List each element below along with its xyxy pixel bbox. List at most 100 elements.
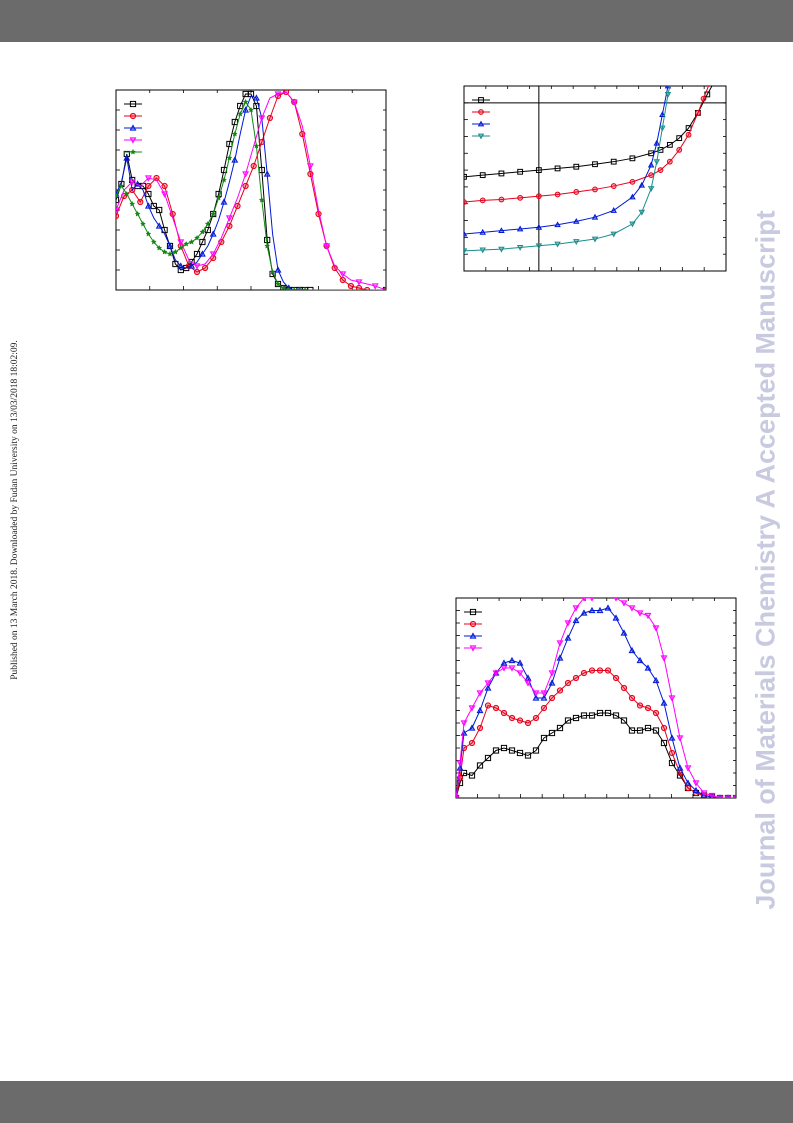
series-1-point — [629, 155, 636, 162]
series-1-line — [116, 93, 386, 290]
series-2-point — [535, 193, 542, 200]
series-4-point — [258, 115, 266, 122]
series-4-point — [692, 780, 700, 787]
series-3-line — [456, 607, 736, 798]
series-4-point — [581, 598, 587, 602]
series-1-line — [464, 86, 713, 178]
legend-4-marker — [129, 137, 137, 144]
series-3-point — [652, 676, 660, 684]
series-3-point — [456, 764, 464, 771]
series-1-point — [580, 712, 588, 719]
series-4-line — [464, 86, 671, 252]
series-2-point — [145, 182, 152, 190]
series-4-point — [516, 245, 524, 251]
series-1-point — [498, 170, 505, 177]
series-4-point — [355, 279, 363, 286]
series-5-point — [253, 142, 260, 149]
series-2-point — [612, 674, 620, 682]
series-3-point — [668, 734, 676, 741]
series-1-point — [517, 168, 524, 175]
series-4-point — [589, 598, 595, 602]
series-5-point — [237, 110, 244, 117]
series-3-point — [498, 227, 505, 234]
legend-3-marker — [469, 632, 477, 639]
series-2-point — [517, 194, 524, 201]
series-1-point — [479, 172, 486, 179]
series-4-point — [306, 163, 314, 170]
series-3-line — [116, 95, 386, 290]
series-2-point — [684, 784, 692, 792]
legend-4-marker — [477, 133, 485, 140]
series-1-point — [193, 250, 201, 258]
series-1-point — [554, 165, 561, 172]
legend-4-marker — [469, 645, 477, 652]
series-2-point — [668, 749, 676, 757]
series-4-point — [128, 179, 136, 186]
series-2-point — [339, 276, 346, 284]
legend-2-marker — [469, 620, 477, 628]
series-3-point — [532, 694, 540, 701]
legend-2-marker — [478, 109, 484, 115]
series-1-point — [604, 709, 612, 717]
series-5-point — [274, 280, 282, 287]
series-4-point — [629, 221, 636, 228]
series-4-point — [676, 735, 684, 742]
series-4-point — [460, 720, 468, 727]
series-3-point — [556, 654, 564, 661]
series-3-point — [516, 225, 524, 232]
footer-bar — [0, 1081, 793, 1123]
series-3-point — [612, 614, 620, 621]
series-5-point — [296, 286, 303, 290]
series-3-point — [610, 207, 617, 213]
series-4-point — [274, 91, 282, 98]
series-1-point — [668, 759, 676, 767]
series-5-point — [247, 106, 255, 113]
series-4-point — [724, 795, 732, 798]
series-3-point — [144, 202, 152, 209]
series-3-point — [554, 221, 561, 228]
series-3-point — [220, 198, 228, 205]
series-3-point — [548, 679, 556, 686]
plot-area — [455, 597, 737, 799]
series-3-point — [263, 170, 271, 177]
series-1-point — [145, 190, 152, 198]
series-3-point — [508, 656, 516, 664]
series-2-point — [484, 702, 492, 709]
series-3-point — [647, 161, 655, 168]
series-4-point — [161, 191, 169, 198]
series-3-point — [580, 609, 588, 616]
series-5-point — [161, 248, 168, 255]
series-2-point — [636, 702, 644, 709]
jv-chart — [463, 85, 727, 272]
series-4-point — [371, 283, 379, 290]
series-4-point — [468, 705, 476, 712]
series-3-point — [516, 659, 524, 666]
series-3-point — [684, 779, 692, 786]
series-1-point — [231, 118, 238, 126]
series-4-line — [116, 91, 386, 290]
series-1-point — [156, 206, 163, 214]
series-3-point — [155, 222, 163, 229]
series-1-point — [652, 727, 660, 734]
series-2-point — [137, 198, 144, 206]
series-2-point — [492, 704, 500, 712]
series-1-point — [524, 752, 532, 759]
series-3-point — [564, 634, 572, 641]
series-4-point — [500, 665, 508, 672]
legend-5-marker — [129, 148, 137, 155]
series-2-line — [116, 91, 386, 290]
series-2-line — [456, 670, 736, 798]
axes-frame — [463, 85, 727, 272]
series-3-point — [659, 111, 666, 118]
series-3-point — [468, 724, 476, 731]
series-2-point — [657, 167, 664, 173]
series-4-point — [290, 99, 298, 106]
series-5-point — [210, 210, 217, 217]
series-3-point — [596, 606, 604, 614]
series-4-point — [610, 231, 617, 238]
series-4-point — [209, 251, 217, 258]
series-2-point — [644, 704, 652, 712]
series-group — [456, 598, 736, 798]
series-2-point — [250, 162, 257, 170]
series-1-point — [476, 762, 484, 769]
